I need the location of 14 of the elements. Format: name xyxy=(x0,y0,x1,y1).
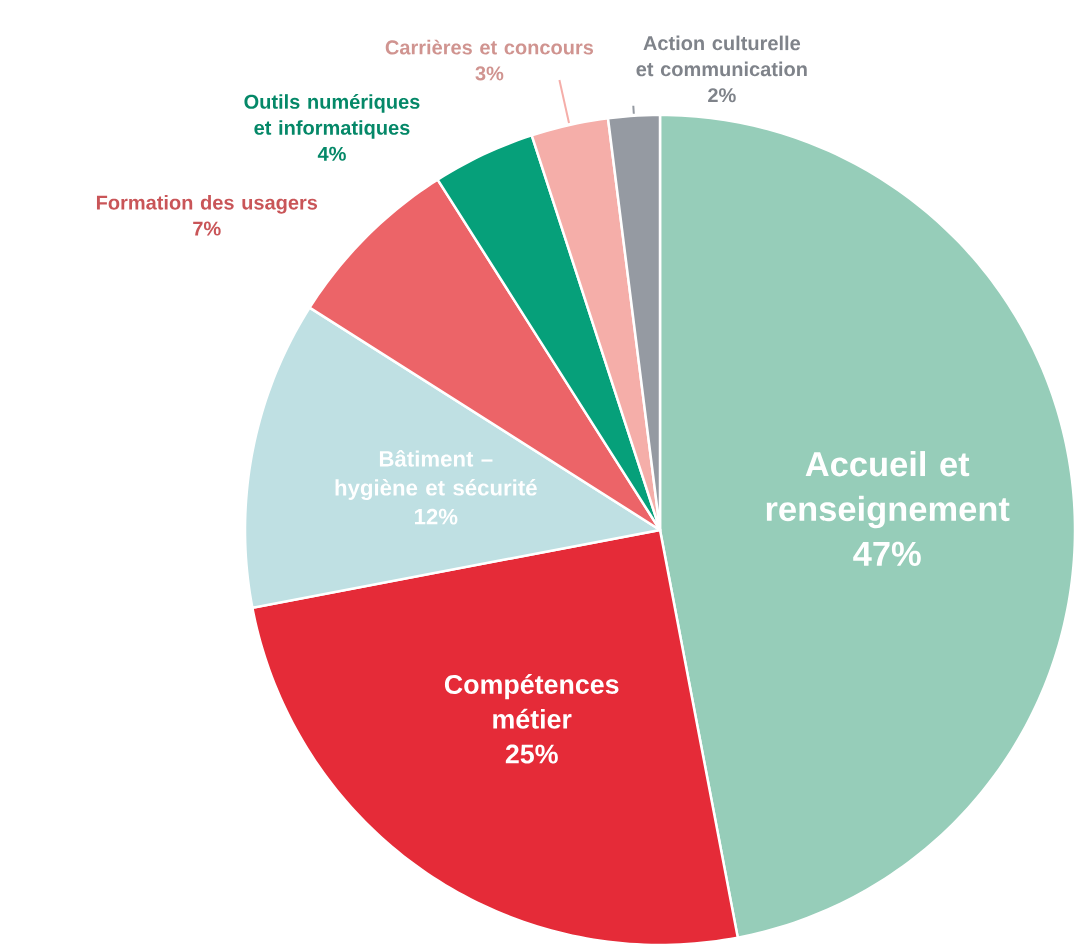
slice-label: Outils numériques et informatiques xyxy=(244,93,420,139)
data-label: 47% xyxy=(853,541,921,566)
slice-label: Bâtiment – hygiène et sécurité xyxy=(335,449,537,501)
data-label: 4% xyxy=(317,146,346,161)
data-label: 25% xyxy=(505,744,558,764)
data-label: 3% xyxy=(475,66,504,81)
slice-label: Compétences métier xyxy=(444,674,619,729)
data-label: 7% xyxy=(193,221,221,236)
slice-label: Carrières et concours xyxy=(385,39,594,55)
slice-label: Action culturelle et communication xyxy=(636,35,807,77)
data-label: 12% xyxy=(414,508,458,525)
slice-label: Formation des usagers xyxy=(96,194,318,214)
slice-label: Accueil et renseignement xyxy=(766,451,1010,529)
data-label: 2% xyxy=(708,88,736,103)
